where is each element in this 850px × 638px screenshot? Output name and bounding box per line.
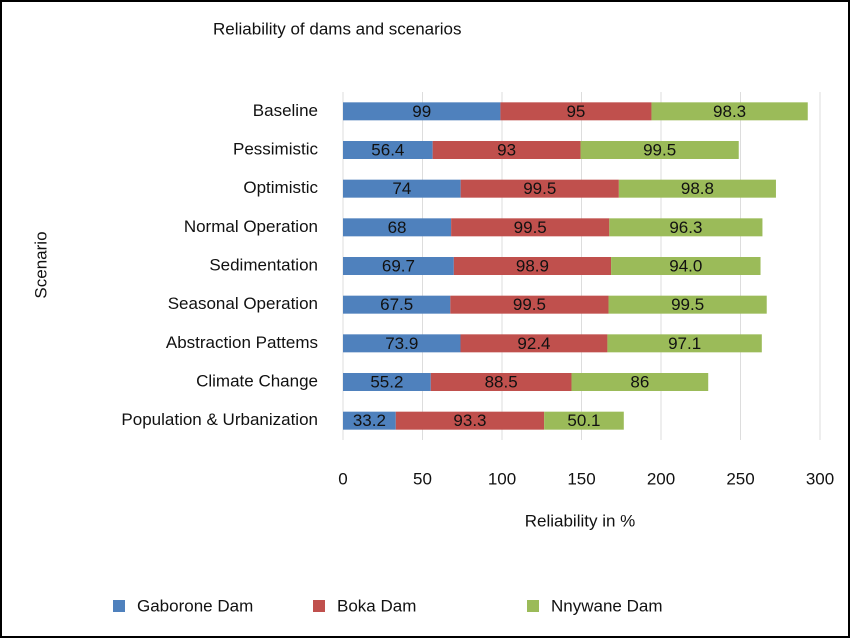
data-label: 93	[497, 140, 516, 159]
bar-segment	[460, 334, 608, 353]
bar-segment	[651, 102, 808, 121]
y-tick-label: Pessimistic	[233, 139, 319, 158]
data-label: 95	[566, 102, 585, 121]
bar-segment	[343, 373, 431, 391]
data-label: 98.8	[681, 179, 714, 198]
data-label: 98.3	[713, 102, 746, 121]
y-tick-label: Population & Urbanization	[121, 410, 318, 429]
data-label: 98.9	[516, 256, 549, 275]
data-label: 99.5	[513, 295, 546, 314]
x-tick-label: 200	[647, 469, 675, 488]
x-tick-label: 100	[488, 469, 516, 488]
bar-segment	[430, 373, 572, 391]
bar-segment	[607, 334, 762, 353]
bar-segment	[343, 218, 452, 237]
bar-segment	[343, 257, 454, 275]
bar-segment	[450, 295, 609, 314]
data-label: 33.2	[353, 411, 386, 430]
data-label: 99.5	[643, 140, 676, 159]
bar-segment	[343, 179, 461, 198]
bar-segment	[343, 411, 396, 430]
data-label: 92.4	[517, 334, 550, 353]
bar-segment	[544, 411, 624, 430]
bar-segment	[451, 218, 610, 237]
chart-title: Reliability of dams and scenarios	[213, 19, 462, 38]
data-label: 73.9	[385, 334, 418, 353]
y-tick-label: Abstraction Pattems	[166, 333, 318, 352]
data-label: 93.3	[453, 411, 486, 430]
bar-segment	[343, 102, 501, 121]
data-label: 69.7	[382, 256, 415, 275]
bar-segment	[432, 141, 581, 159]
data-label: 86	[630, 372, 649, 391]
y-axis-label: Scenario	[31, 231, 50, 298]
x-tick-label: 300	[806, 469, 834, 488]
y-tick-label: Optimistic	[243, 178, 318, 197]
x-tick-label: 150	[567, 469, 595, 488]
data-label: 67.5	[380, 295, 413, 314]
bar-segment	[343, 334, 461, 353]
bar-segment	[460, 179, 619, 198]
y-tick-label: Climate Change	[196, 371, 318, 390]
y-tick-label: Sedimentation	[209, 255, 318, 274]
data-label: 99	[412, 102, 431, 121]
legend-swatch	[113, 600, 125, 612]
bar-segment	[608, 295, 767, 314]
data-label: 74	[392, 179, 411, 198]
bar-segment	[580, 141, 739, 159]
data-label: 99.5	[514, 218, 547, 237]
data-label: 97.1	[668, 334, 701, 353]
legend-label: Boka Dam	[337, 596, 416, 615]
bar-segment	[395, 411, 545, 430]
x-tick-label: 50	[413, 469, 432, 488]
legend-swatch	[313, 600, 325, 612]
data-label: 96.3	[669, 218, 702, 237]
bar-segment	[618, 179, 776, 198]
bar-segment	[571, 373, 709, 391]
bar-segment	[453, 257, 612, 275]
y-tick-label: Baseline	[253, 101, 318, 120]
legend-label: Nnywane Dam	[551, 596, 663, 615]
data-label: 99.5	[523, 179, 556, 198]
x-tick-label: 250	[726, 469, 754, 488]
data-label: 94.0	[669, 256, 702, 275]
legend-label: Gaborone Dam	[137, 596, 253, 615]
legend-swatch	[527, 600, 539, 612]
data-label: 88.5	[485, 372, 518, 391]
bar-segment	[611, 257, 761, 275]
data-label: 99.5	[671, 295, 704, 314]
data-label: 50.1	[567, 411, 600, 430]
bar-segment	[500, 102, 652, 121]
bar-segment	[609, 218, 763, 237]
bar-segment	[343, 295, 451, 314]
x-tick-label: 0	[338, 469, 347, 488]
y-tick-label: Normal Operation	[184, 217, 318, 236]
bar-segment	[343, 141, 433, 159]
data-label: 68	[388, 218, 407, 237]
y-tick-label: Seasonal Operation	[168, 294, 318, 313]
data-label: 55.2	[370, 372, 403, 391]
x-axis-label: Reliability in %	[525, 511, 636, 530]
data-label: 56.4	[371, 140, 404, 159]
